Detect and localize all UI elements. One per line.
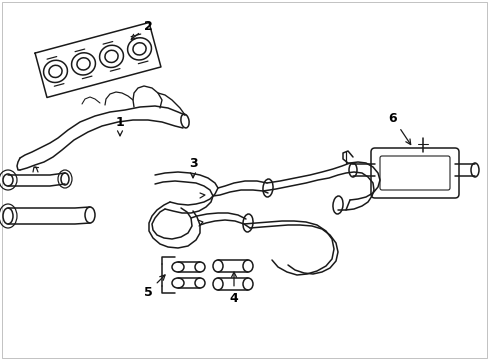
Text: 2: 2	[131, 19, 152, 39]
Text: 3: 3	[188, 157, 197, 178]
Text: 6: 6	[388, 112, 410, 144]
Text: 4: 4	[229, 272, 238, 305]
Text: 1: 1	[115, 116, 124, 136]
Text: 5: 5	[143, 275, 165, 298]
